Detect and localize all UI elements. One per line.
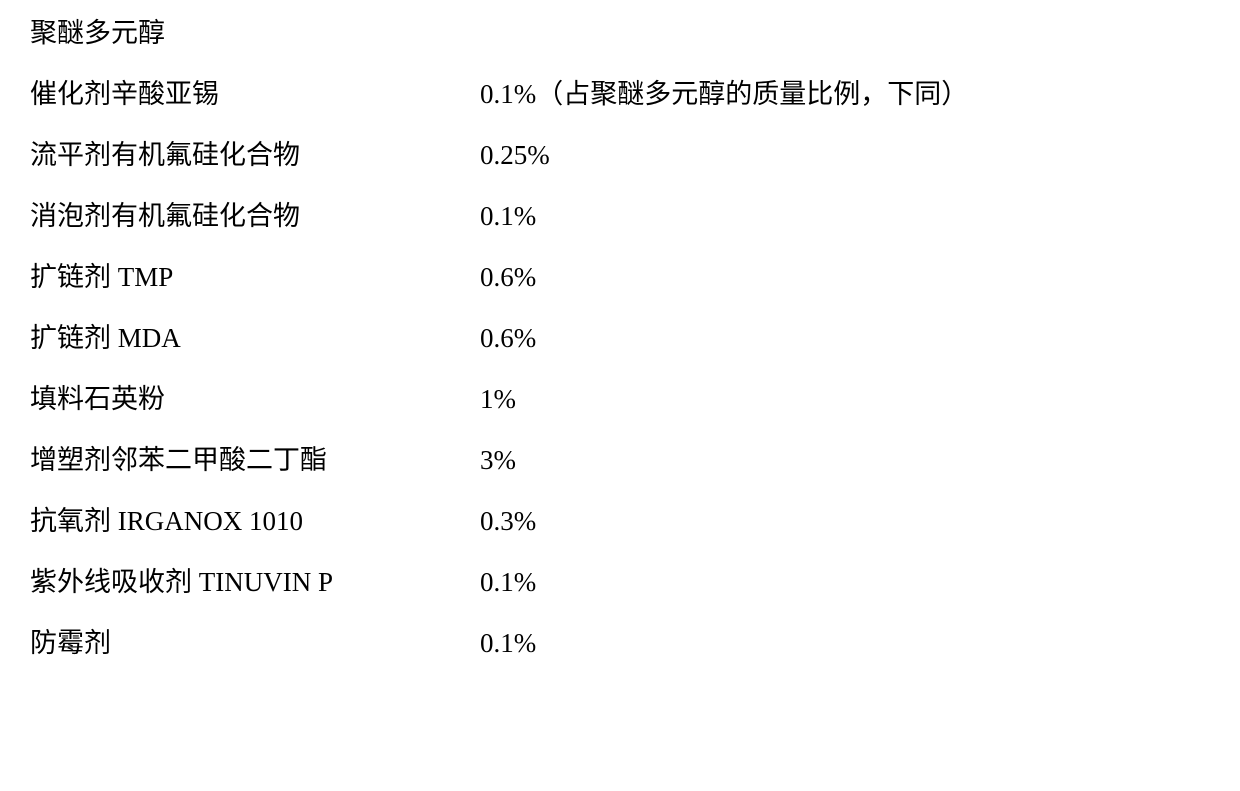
component-label: 消泡剂有机氟硅化合物: [30, 203, 480, 230]
component-label: 增塑剂邻苯二甲酸二丁酯: [30, 447, 480, 474]
component-value: 3%: [480, 447, 516, 474]
table-row: 扩链剂 MDA0.6%: [30, 325, 1210, 352]
composition-table: 聚醚多元醇催化剂辛酸亚锡0.1%（占聚醚多元醇的质量比例，下同） 流平剂有机氟硅化…: [30, 20, 1210, 657]
component-value: 0.6%: [480, 264, 536, 291]
table-row: 流平剂有机氟硅化合物0.25%: [30, 142, 1210, 169]
component-label: 扩链剂 MDA: [30, 325, 480, 352]
table-row: 紫外线吸收剂 TINUVIN P0.1%: [30, 569, 1210, 596]
component-label: 聚醚多元醇: [30, 20, 480, 47]
component-label: 填料石英粉: [30, 386, 480, 413]
component-label: 抗氧剂 IRGANOX 1010: [30, 508, 480, 535]
component-label: 紫外线吸收剂 TINUVIN P: [30, 569, 480, 596]
component-value: 0.6%: [480, 325, 536, 352]
table-row: 消泡剂有机氟硅化合物0.1%: [30, 203, 1210, 230]
component-value: 0.1%: [480, 630, 536, 657]
table-row: 防霉剂0.1%: [30, 630, 1210, 657]
component-value: 0.25%: [480, 142, 550, 169]
component-value: 0.1%: [480, 203, 536, 230]
component-value: 0.3%: [480, 508, 536, 535]
component-value: 0.1%: [480, 569, 536, 596]
table-row: 增塑剂邻苯二甲酸二丁酯3%: [30, 447, 1210, 474]
component-value: 1%: [480, 386, 516, 413]
table-row: 催化剂辛酸亚锡0.1%（占聚醚多元醇的质量比例，下同）: [30, 81, 1210, 108]
table-row: 抗氧剂 IRGANOX 10100.3%: [30, 508, 1210, 535]
table-row: 扩链剂 TMP0.6%: [30, 264, 1210, 291]
component-value: 0.1%（占聚醚多元醇的质量比例，下同）: [480, 81, 968, 108]
table-row: 填料石英粉1%: [30, 386, 1210, 413]
table-row: 聚醚多元醇: [30, 20, 1210, 47]
component-label: 防霉剂: [30, 630, 480, 657]
component-label: 流平剂有机氟硅化合物: [30, 142, 480, 169]
component-label: 催化剂辛酸亚锡: [30, 81, 480, 108]
component-label: 扩链剂 TMP: [30, 264, 480, 291]
